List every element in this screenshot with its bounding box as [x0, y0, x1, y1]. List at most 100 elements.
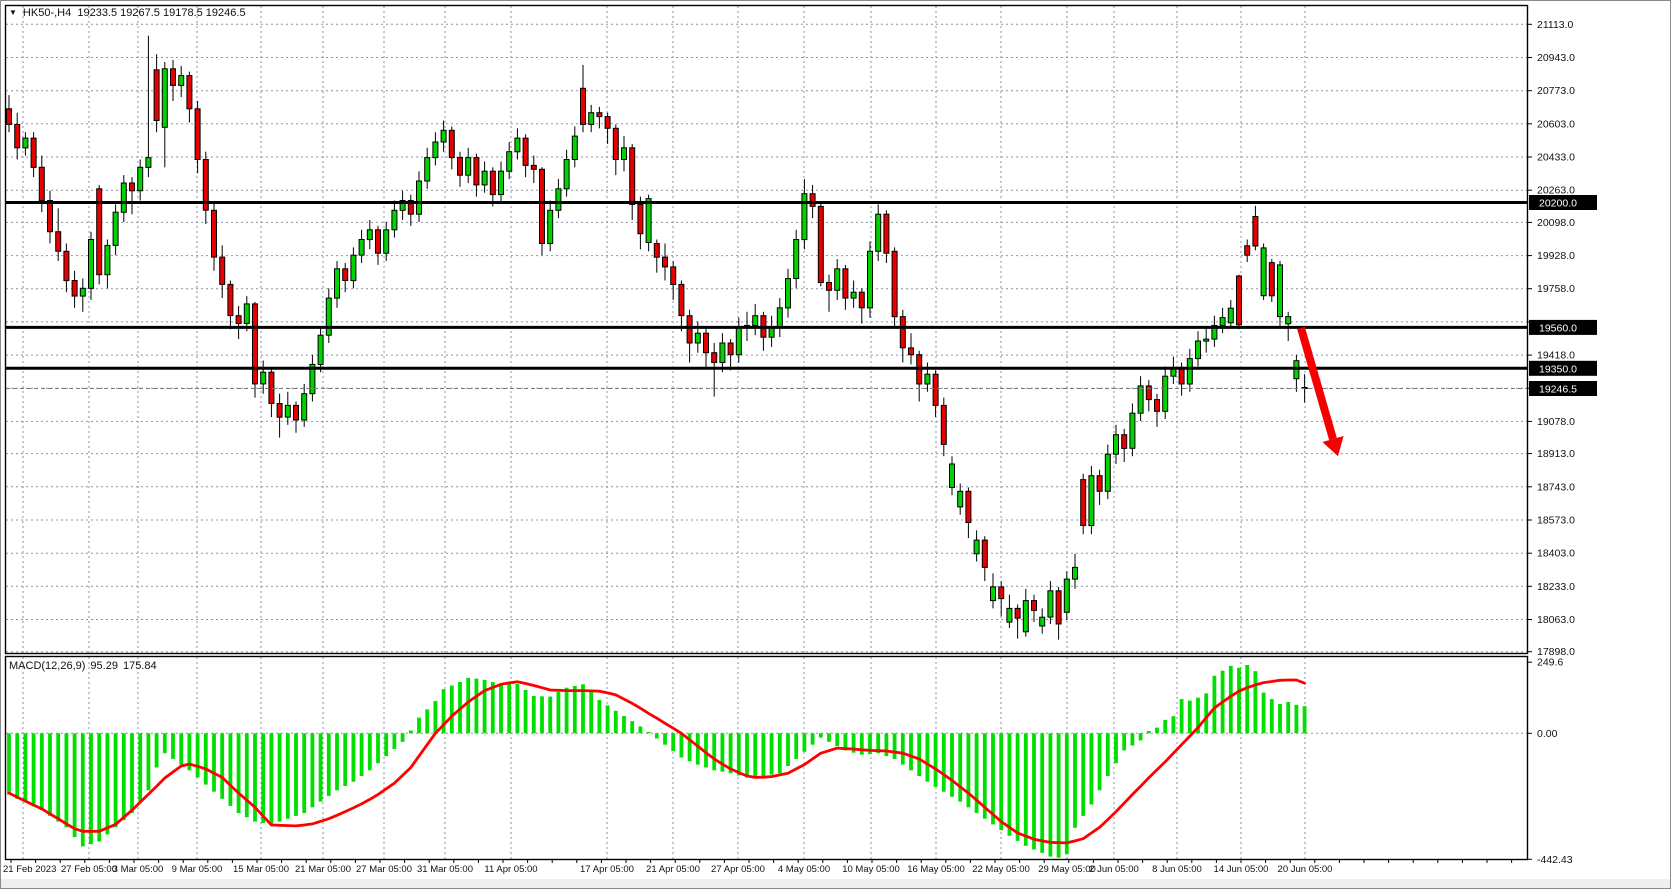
symbol-dropdown-icon[interactable]: ▼	[9, 8, 17, 17]
macd-bar	[1023, 733, 1028, 846]
candle-body	[465, 157, 472, 176]
candle-body	[284, 404, 291, 418]
candle-bull	[120, 175, 127, 222]
price-axis-label: 19928.0	[1537, 250, 1575, 262]
macd-bar	[572, 686, 577, 734]
candle-body	[588, 112, 595, 125]
macd-bar	[187, 733, 192, 771]
macd-bar	[1294, 704, 1299, 734]
candle-body	[1211, 324, 1218, 340]
macd-bar	[466, 677, 471, 734]
macd-bar	[1146, 731, 1151, 734]
candle-body	[1285, 316, 1292, 325]
macd-bar	[162, 733, 167, 754]
candle-body	[703, 332, 709, 354]
candle-body	[440, 129, 447, 143]
candle-bull	[801, 179, 808, 250]
macd-bar	[884, 733, 889, 757]
candle-body	[899, 316, 906, 349]
candle-body	[1145, 385, 1152, 401]
macd-bar	[1204, 693, 1209, 734]
price-tag: 19560.0	[1529, 319, 1597, 335]
macd-bar	[261, 733, 266, 823]
candle-bull	[547, 200, 554, 252]
time-axis[interactable]: 21 Feb 2023 27 Feb 05:003 Mar 05:00 9 Mar …	[3, 859, 1513, 875]
macd-bar	[515, 684, 520, 734]
candle-body	[416, 180, 422, 215]
candle-bull	[1113, 424, 1119, 464]
candle-bull	[1260, 243, 1267, 300]
candle-body	[424, 157, 431, 182]
candle-bear	[457, 151, 463, 187]
candle-body	[653, 243, 660, 258]
candle-bull	[1186, 348, 1193, 392]
candle-bear	[63, 243, 70, 293]
candle-bear	[940, 397, 947, 457]
candle-bull	[793, 229, 800, 289]
candle-bear	[842, 264, 849, 310]
macd-bar	[909, 733, 913, 771]
macd-bar	[933, 733, 938, 787]
down-arrow-annotation[interactable]	[1297, 326, 1344, 457]
candle-body	[55, 231, 62, 252]
main-plot-frame	[4, 4, 1529, 655]
time-axis-label: 11 Apr 05:00	[484, 864, 537, 875]
candle-bear	[1014, 604, 1021, 639]
candle-body	[30, 137, 37, 168]
candle-bull	[334, 261, 340, 308]
candle-bull	[383, 222, 390, 261]
macd-bar	[671, 733, 676, 752]
price-axis-label: 18403.0	[1537, 548, 1575, 560]
time-axis-label: 2 Jun 05:00	[1089, 864, 1139, 875]
candle-body	[96, 188, 103, 276]
candle-body	[38, 166, 45, 202]
price-axis[interactable]: 21113.0 20943.0 20773.0 20603.0 20433.0 20263…	[1527, 19, 1597, 866]
candle-bull	[990, 573, 996, 609]
macd-bar	[991, 733, 995, 825]
macd-bar	[490, 682, 495, 734]
macd-bar	[1081, 733, 1086, 816]
candle-bear	[252, 302, 258, 398]
candle-body	[842, 268, 849, 299]
candle-bear	[891, 247, 898, 328]
macd-bar	[80, 733, 85, 847]
candle-body	[965, 490, 972, 523]
price-tag-label: 20200.0	[1539, 198, 1577, 210]
time-axis-label: 21 Apr 05:00	[646, 864, 700, 875]
candle-body	[6, 108, 12, 125]
macd-bar	[212, 733, 216, 792]
candle-body	[112, 211, 119, 246]
price-tag-box	[1529, 381, 1597, 396]
macd-bar	[507, 684, 512, 734]
candle-bull	[1211, 315, 1218, 347]
candle-bear	[194, 101, 201, 174]
candle-body	[1047, 590, 1054, 618]
candle-body	[776, 307, 783, 328]
candle-bear	[817, 202, 824, 287]
candle-body	[276, 403, 283, 418]
candle-bull	[867, 241, 873, 318]
candle-bear	[1236, 274, 1242, 330]
candle-body	[604, 116, 611, 129]
price-axis-label: 19418.0	[1537, 350, 1575, 362]
candle-bull	[301, 384, 308, 427]
macd-bar	[540, 696, 544, 734]
macd-bar	[786, 733, 790, 766]
candle-body	[1104, 453, 1111, 492]
price-axis-label: 17898.0	[1537, 646, 1575, 658]
time-axis-label: 17 Apr 05:00	[580, 864, 634, 875]
time-axis-label: 4 May 05:00	[778, 864, 830, 875]
candle-bear	[580, 64, 586, 133]
candle-body	[350, 254, 357, 282]
candle-bull	[79, 278, 86, 312]
candle-bear	[30, 132, 37, 178]
candle-body	[145, 157, 152, 168]
candle-body	[489, 170, 496, 196]
candle-body	[858, 291, 865, 309]
time-axis-label: 20 Jun 05:00	[1278, 864, 1333, 875]
macd-bar	[236, 733, 241, 813]
candle-body	[129, 182, 135, 192]
price-axis-label: 20433.0	[1537, 152, 1575, 164]
candle-body	[1236, 275, 1242, 326]
candle-bear	[227, 280, 234, 330]
